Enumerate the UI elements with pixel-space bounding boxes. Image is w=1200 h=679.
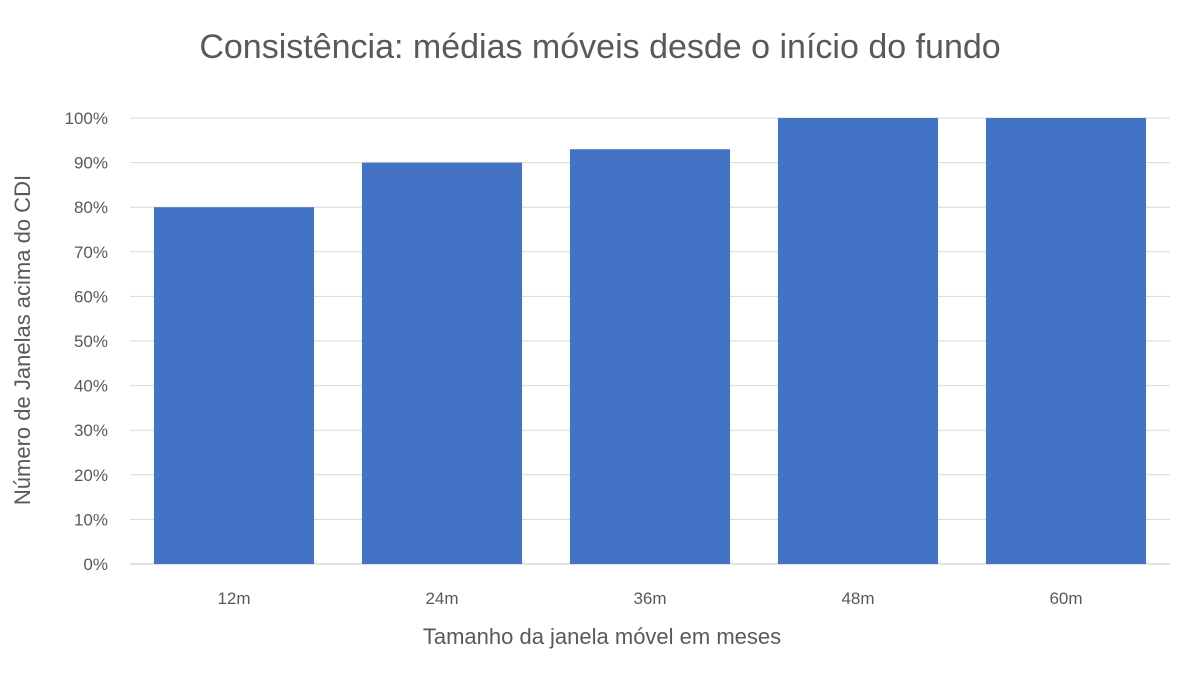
bar-36m	[569, 149, 731, 564]
bars	[153, 118, 1147, 564]
x-tick-label-48m: 48m	[841, 589, 874, 608]
bar-60m	[985, 118, 1147, 564]
bar-12m	[153, 207, 315, 564]
y-axis-title: Número de Janelas acima do CDI	[10, 175, 35, 505]
y-tick-label: 30%	[74, 421, 108, 440]
x-tick-label-24m: 24m	[425, 589, 458, 608]
y-tick-label: 70%	[74, 243, 108, 262]
y-tick-label: 60%	[74, 287, 108, 306]
y-tick-label: 80%	[74, 198, 108, 217]
x-tick-label-36m: 36m	[633, 589, 666, 608]
x-axis-title: Tamanho da janela móvel em meses	[423, 624, 781, 649]
y-tick-label: 40%	[74, 377, 108, 396]
bar-48m	[777, 118, 939, 564]
y-tick-label: 20%	[74, 466, 108, 485]
y-tick-label: 100%	[65, 109, 108, 128]
y-tick-label: 10%	[74, 510, 108, 529]
chart-title: Consistência: médias móveis desde o iníc…	[199, 28, 1000, 66]
y-axis-ticks: 0% 10% 20% 30% 40% 50% 60% 70% 80% 90% 100%	[65, 109, 108, 574]
x-tick-label-12m: 12m	[217, 589, 250, 608]
y-tick-label: 0%	[83, 555, 108, 574]
x-tick-label-60m: 60m	[1049, 589, 1082, 608]
x-axis-ticks: 12m 24m 36m 48m 60m	[217, 589, 1082, 608]
y-tick-label: 50%	[74, 332, 108, 351]
bar-24m	[361, 162, 523, 564]
y-tick-label: 90%	[74, 154, 108, 173]
